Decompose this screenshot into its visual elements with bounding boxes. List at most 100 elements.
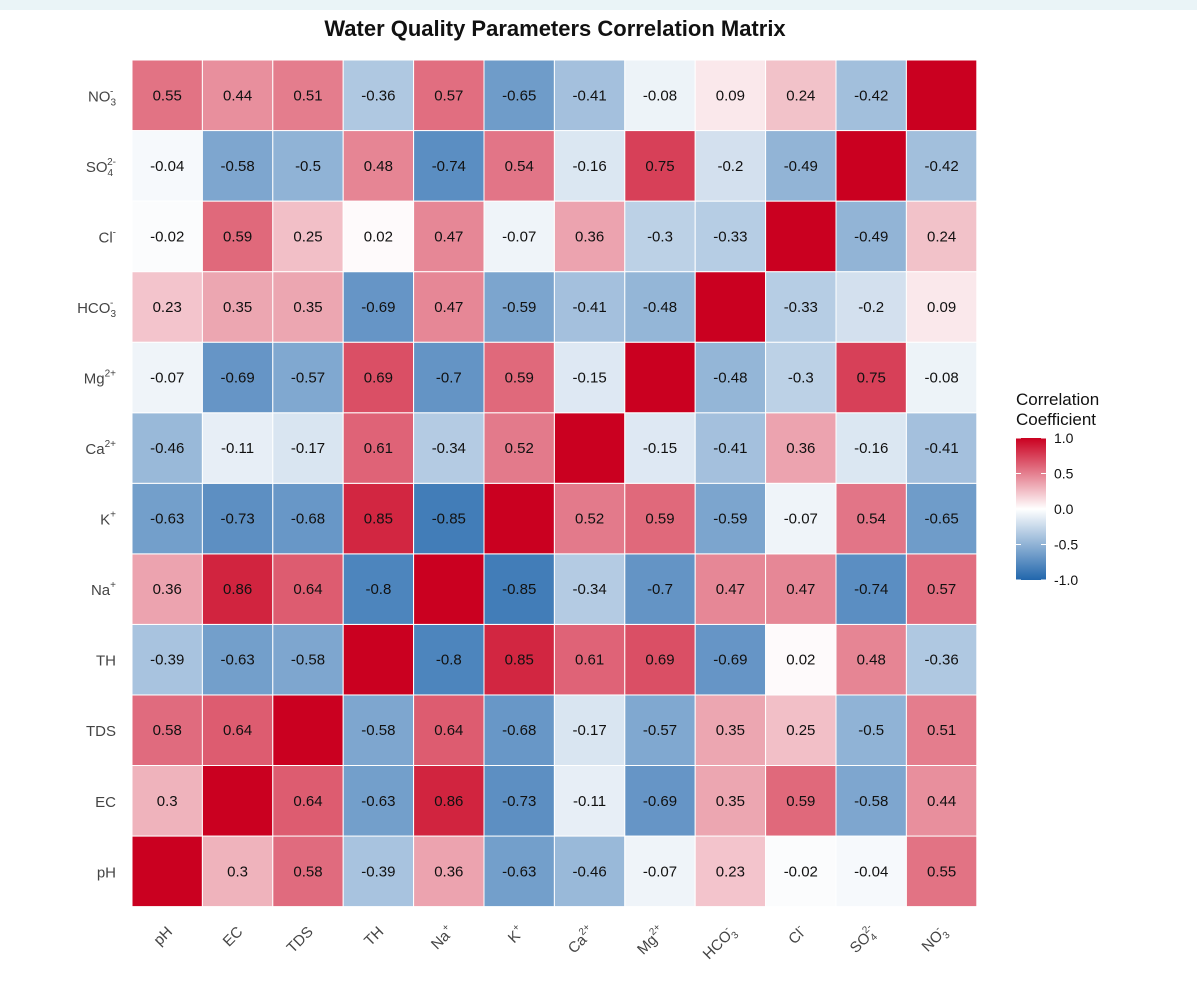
cell-value-label: 0.57: [927, 581, 956, 598]
heatmap-cell: [553, 412, 626, 484]
cell-value-label: 0.58: [153, 722, 182, 739]
y-tick-label: K+: [100, 510, 116, 529]
cell-value-label: 0.23: [153, 299, 182, 316]
heatmap-cell: [131, 271, 203, 343]
cell-value-label: -0.48: [713, 369, 747, 386]
legend-title-line1: Correlation: [1016, 390, 1099, 409]
cell-value-label: 0.59: [223, 228, 252, 245]
heatmap-cell: [765, 271, 837, 343]
heatmap-cell: [624, 623, 696, 696]
heatmap-cell: [201, 553, 274, 625]
heatmap-cell: [694, 835, 767, 908]
heatmap-cell: [553, 694, 626, 767]
cell-value-label: -0.58: [361, 722, 395, 739]
heatmap-cell: [201, 412, 274, 484]
cell-value-label: 0.48: [857, 652, 886, 669]
cell-value-label: -0.65: [502, 87, 536, 104]
cell-value-label: -0.69: [220, 369, 254, 386]
cell-value-label: 0.52: [575, 511, 604, 528]
heatmap-cell: [553, 765, 626, 837]
heatmap-cell: [905, 765, 978, 837]
cell-value-label: 0.09: [716, 87, 745, 104]
cell-value-label: -0.17: [572, 722, 606, 739]
cell-value-label: 0.02: [364, 228, 393, 245]
cell-value-label: 0.85: [364, 511, 393, 528]
cell-value-label: -0.8: [436, 652, 462, 669]
cell-value-label: -0.48: [643, 299, 677, 316]
heatmap-cell: [624, 200, 696, 273]
heatmap-cell: [835, 482, 907, 555]
cell-value-label: -0.69: [361, 299, 395, 316]
y-tick-label: SO42-: [86, 157, 116, 179]
cell-value-label: -0.46: [150, 440, 184, 457]
cell-value-label: 0.44: [223, 87, 252, 104]
cell-value-label: -0.39: [150, 652, 184, 669]
x-tick-label: K+: [503, 922, 528, 947]
x-tick-label: HCO3-: [698, 922, 741, 965]
heatmap-cell: [131, 59, 203, 132]
cell-value-label: -0.2: [858, 299, 884, 316]
cell-value-label: -0.3: [647, 228, 673, 245]
cell-value-label: -0.41: [713, 440, 747, 457]
cell-value-label: 0.3: [157, 793, 178, 810]
heatmap-cell: [413, 553, 485, 625]
heatmap-cell: [272, 341, 344, 414]
cell-value-label: -0.63: [220, 652, 254, 669]
cell-value-label: -0.34: [572, 581, 606, 598]
cell-value-label: 0.47: [716, 581, 745, 598]
cell-value-label: -0.15: [643, 440, 677, 457]
heatmap-cell: [905, 553, 978, 625]
cell-value-label: -0.63: [150, 511, 184, 528]
heatmap-cell: [765, 59, 837, 132]
cell-value-label: 0.64: [293, 793, 322, 810]
legend-tick-label: 1.0: [1054, 430, 1074, 446]
heatmap-cell: [694, 482, 767, 555]
heatmap-cell: [272, 200, 344, 273]
heatmap-cell: [131, 482, 203, 555]
x-tick-label: TDS: [284, 923, 317, 956]
heatmap-cell: [131, 765, 203, 837]
heatmap-cell: [624, 694, 696, 767]
heatmap-cell: [272, 553, 344, 625]
cell-value-label: 0.24: [927, 228, 956, 245]
cell-value-label: 0.35: [716, 722, 745, 739]
y-tick-label: TDS: [86, 723, 116, 740]
cell-value-label: -0.49: [784, 158, 818, 175]
heatmap-cell: [413, 694, 485, 767]
cell-value-label: -0.02: [784, 863, 818, 880]
heatmap-cell: [694, 412, 767, 484]
heatmap-cell: [694, 130, 767, 202]
x-tick-label: EC: [220, 923, 247, 950]
heatmap-cell: [835, 130, 907, 202]
heatmap-cell: [342, 200, 415, 273]
cell-value-label: -0.17: [291, 440, 325, 457]
cell-value-label: 0.36: [434, 863, 463, 880]
cell-value-label: -0.16: [854, 440, 888, 457]
heatmap-cell: [905, 412, 978, 484]
heatmap-cell: [835, 623, 907, 696]
heatmap-cell: [342, 553, 415, 625]
heatmap-cell: [905, 341, 978, 414]
heatmap-cell: [201, 59, 274, 132]
cell-value-label: -0.57: [643, 722, 677, 739]
x-tick-label: Ca2+: [563, 922, 598, 957]
cell-value-label: 0.55: [927, 863, 956, 880]
heatmap-cell: [905, 271, 978, 343]
cell-value-label: 0.57: [434, 87, 463, 104]
cell-value-label: 0.75: [857, 369, 886, 386]
heatmap-cell: [624, 341, 696, 414]
cell-value-label: -0.33: [713, 228, 747, 245]
cell-value-label: -0.07: [502, 228, 536, 245]
legend-title-line2: Coefficient: [1016, 410, 1096, 429]
heatmap-cell: [765, 341, 837, 414]
cell-value-label: 0.47: [434, 228, 463, 245]
cell-value-label: 0.51: [927, 722, 956, 739]
heatmap-cell: [413, 482, 485, 555]
cell-value-label: -0.16: [572, 158, 606, 175]
heatmap-cell: [624, 130, 696, 202]
cell-value-label: -0.34: [432, 440, 466, 457]
heatmap-cell: [905, 694, 978, 767]
cell-value-label: 0.51: [293, 87, 322, 104]
top-band: [0, 0, 1197, 10]
